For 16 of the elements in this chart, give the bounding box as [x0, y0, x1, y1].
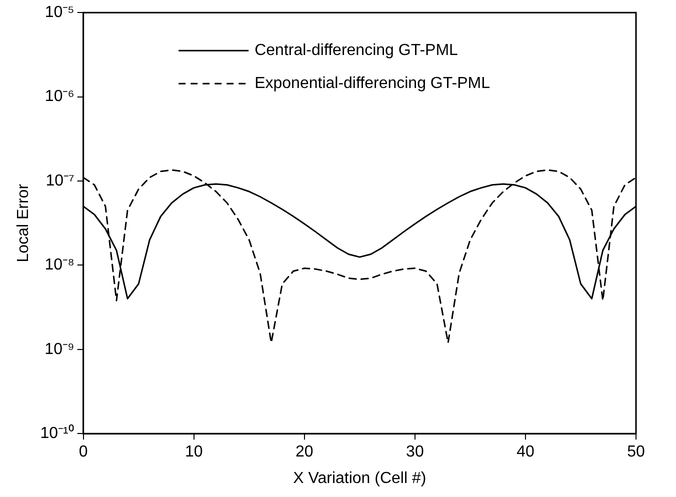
y-tick-label: 10⁻¹⁰ — [40, 424, 74, 442]
y-tick-label: 10⁻⁷ — [46, 172, 75, 190]
y-axis-title: Local Error — [15, 183, 32, 262]
x-axis-title: X Variation (Cell #) — [293, 470, 426, 487]
y-tick-label: 10⁻⁶ — [44, 88, 74, 106]
legend-label: Central-differencing GT-PML — [254, 42, 458, 60]
y-tick-label: 10⁻⁹ — [44, 340, 74, 358]
x-tick-label: 20 — [295, 444, 314, 461]
x-tick-label: 40 — [516, 444, 534, 461]
x-tick-label: 0 — [78, 444, 88, 461]
x-tick-label: 50 — [627, 444, 645, 461]
legend-label: Exponential-differencing GT-PML — [254, 75, 490, 92]
x-tick-label: 10 — [184, 444, 203, 461]
y-tick-label: 10⁻⁵ — [44, 4, 74, 22]
y-tick-label: 10⁻⁸ — [44, 256, 74, 274]
x-tick-label: 30 — [406, 444, 424, 461]
